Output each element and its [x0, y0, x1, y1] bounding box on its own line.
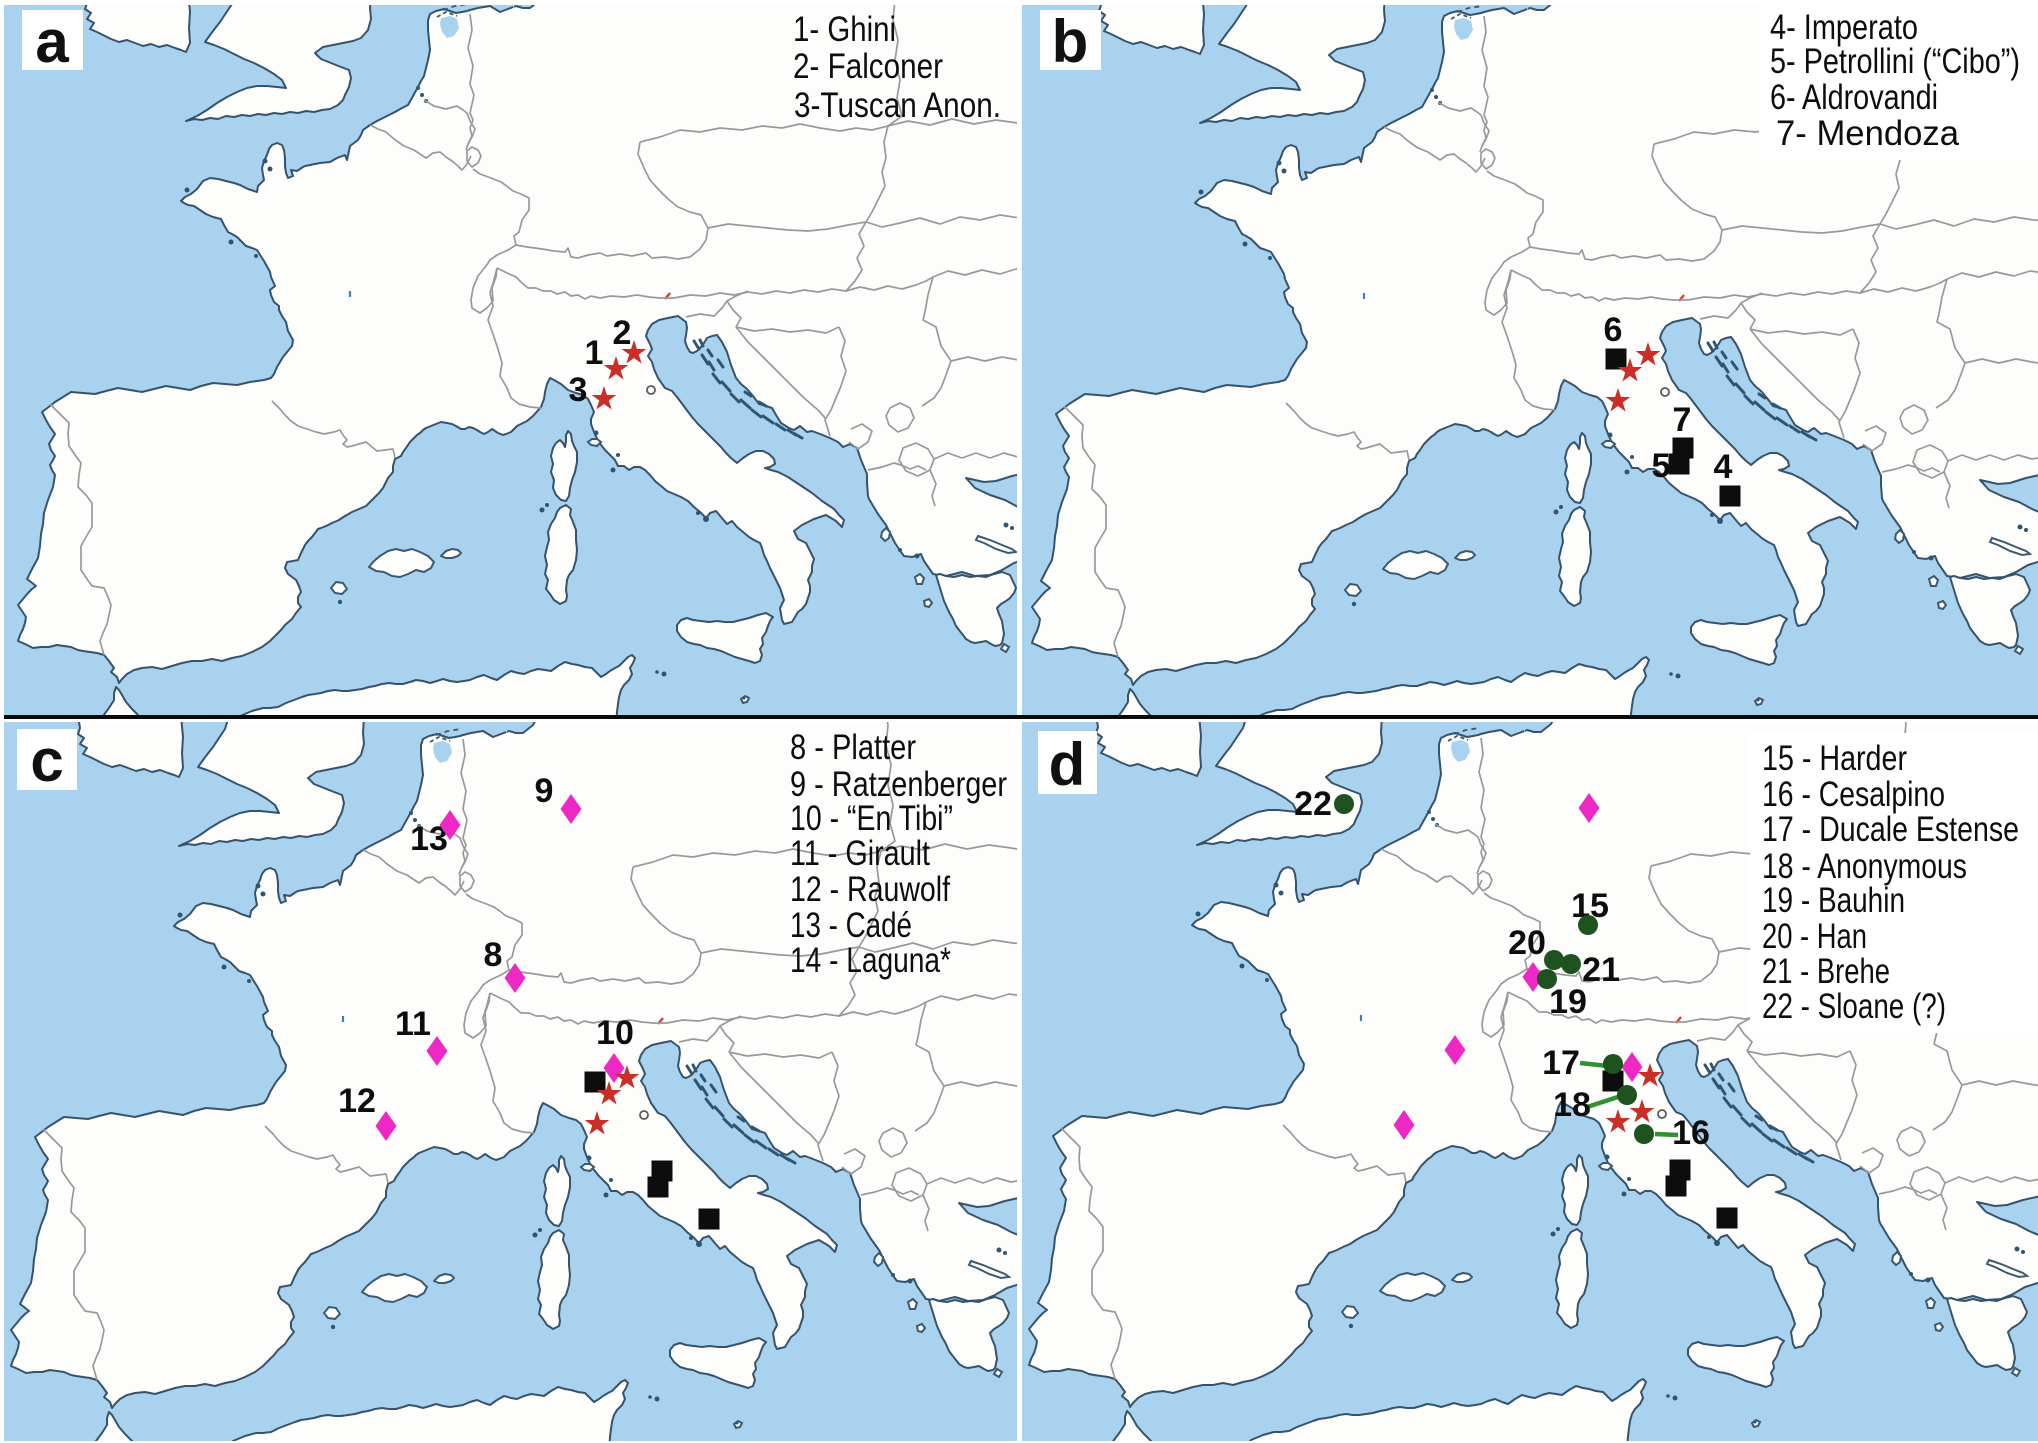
svg-text:19 - Bauhin: 19 - Bauhin [1762, 881, 1905, 920]
svg-text:17 - Ducale Estense: 17 - Ducale Estense [1762, 810, 2019, 849]
svg-text:18 - Anonymous: 18 - Anonymous [1762, 847, 1967, 886]
svg-text:6- Aldrovandi: 6- Aldrovandi [1770, 78, 1938, 117]
svg-text:13 - Cadé: 13 - Cadé [790, 906, 912, 945]
svg-text:22: 22 [1294, 785, 1332, 823]
svg-text:11: 11 [395, 1005, 431, 1043]
svg-text:4: 4 [1714, 448, 1733, 486]
svg-text:19: 19 [1549, 983, 1587, 1021]
svg-text:8: 8 [484, 936, 503, 974]
svg-text:7- Mendoza: 7- Mendoza [1776, 114, 1960, 153]
svg-text:5: 5 [1652, 447, 1671, 485]
svg-text:5- Petrollini (“Cibo”): 5- Petrollini (“Cibo”) [1770, 42, 2020, 81]
svg-text:d: d [1049, 731, 1086, 798]
svg-text:b: b [1052, 8, 1089, 75]
svg-text:3: 3 [569, 371, 588, 409]
svg-text:7: 7 [1673, 401, 1692, 439]
svg-text:c: c [30, 727, 63, 794]
svg-text:3-Tuscan Anon.: 3-Tuscan Anon. [794, 86, 1001, 125]
svg-text:17: 17 [1542, 1044, 1580, 1082]
svg-text:2: 2 [613, 314, 632, 352]
svg-text:11 - Girault: 11 - Girault [790, 834, 930, 873]
svg-text:a: a [35, 8, 69, 75]
svg-text:21 - Brehe: 21 - Brehe [1762, 952, 1890, 991]
svg-text:20 - Han: 20 - Han [1762, 917, 1867, 956]
svg-text:1- Ghini: 1- Ghini [793, 10, 896, 49]
svg-text:10 - “En Tibi”: 10 - “En Tibi” [790, 799, 953, 838]
svg-text:4- Imperato: 4- Imperato [1770, 8, 1918, 47]
svg-text:2- Falconer: 2- Falconer [793, 47, 943, 86]
svg-text:9 - Ratzenberger: 9 - Ratzenberger [790, 765, 1007, 804]
svg-text:15 - Harder: 15 - Harder [1762, 739, 1907, 778]
svg-text:14 - Laguna*: 14 - Laguna* [790, 941, 951, 980]
svg-text:8 - Platter: 8 - Platter [790, 728, 916, 767]
svg-text:6: 6 [1604, 311, 1623, 349]
svg-text:16: 16 [1672, 1114, 1710, 1152]
svg-text:9: 9 [535, 772, 554, 810]
svg-text:21: 21 [1582, 951, 1620, 989]
svg-text:18: 18 [1553, 1086, 1591, 1124]
svg-text:1: 1 [585, 334, 604, 372]
svg-text:12 - Rauwolf: 12 - Rauwolf [790, 870, 950, 909]
svg-text:20: 20 [1508, 924, 1546, 962]
svg-text:22 - Sloane (?): 22 - Sloane (?) [1762, 987, 1946, 1026]
svg-text:10: 10 [596, 1014, 634, 1052]
svg-text:16 - Cesalpino: 16 - Cesalpino [1762, 775, 1945, 814]
svg-text:12: 12 [338, 1082, 376, 1120]
